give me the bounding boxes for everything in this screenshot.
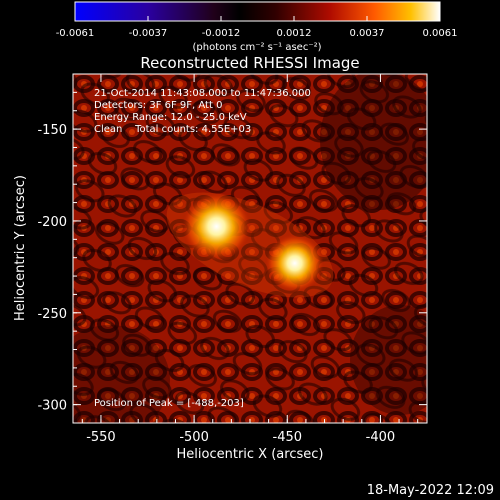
emission-source <box>265 234 324 293</box>
y-tick-label: -300 <box>37 399 67 414</box>
info-energy-range: Energy Range: 12.0 - 25.0 keV <box>94 112 247 123</box>
x-tick-label: -400 <box>366 430 396 445</box>
colorbar: -0.0061 -0.0037 -0.0012 0.0012 0.0037 0.0061 … <box>56 1 458 53</box>
info-time-range: 21-Oct-2014 11:43:08.000 to 11:47:36.000 <box>94 88 311 99</box>
solar-image <box>73 74 427 423</box>
info-detectors: Detectors: 3F 6F 9F, Att 0 <box>94 100 222 111</box>
peak-position-label: Position of Peak = [-488,-203] <box>94 398 244 409</box>
y-tick-label: -150 <box>37 123 67 138</box>
y-tick-label: -250 <box>37 307 67 322</box>
x-axis-ticks: -550 -500 -450 -400 <box>81 74 419 445</box>
colorbar-tick-label: 0.0061 <box>423 28 458 39</box>
observation-info: 21-Oct-2014 11:43:08.000 to 11:47:36.000… <box>94 88 311 135</box>
colorbar-tick-label: 0.0037 <box>350 28 385 39</box>
emission-sources <box>182 192 324 293</box>
x-tick-label: -550 <box>86 430 116 445</box>
colorbar-tick-label: -0.0061 <box>56 28 95 39</box>
plot-title: Reconstructed RHESSI Image <box>140 54 359 72</box>
colorbar-tick-label: -0.0012 <box>202 28 241 39</box>
x-tick-label: -500 <box>179 430 209 445</box>
y-axis-ticks: -150 -200 -250 -300 <box>37 91 427 414</box>
x-axis-label: Heliocentric X (arcsec) <box>177 447 324 462</box>
emission-source <box>182 192 251 261</box>
colorbar-tick-label: -0.0037 <box>129 28 168 39</box>
y-axis-label: Heliocentric Y (arcsec) <box>13 175 28 321</box>
colorbar-scale <box>74 1 441 22</box>
x-tick-label: -450 <box>273 430 303 445</box>
y-tick-label: -200 <box>37 215 67 230</box>
colorbar-unit-label: (photons cm⁻² s⁻¹ asec⁻²) <box>192 42 321 53</box>
colorbar-ticks: -0.0061 -0.0037 -0.0012 0.0012 0.0037 0.0061 <box>56 16 458 39</box>
colorbar-tick-label: 0.0012 <box>277 28 312 39</box>
footer-timestamp: 18-May-2022 12:09 <box>367 483 494 498</box>
info-counts: Clean Total counts: 4.55E+03 <box>94 124 251 135</box>
